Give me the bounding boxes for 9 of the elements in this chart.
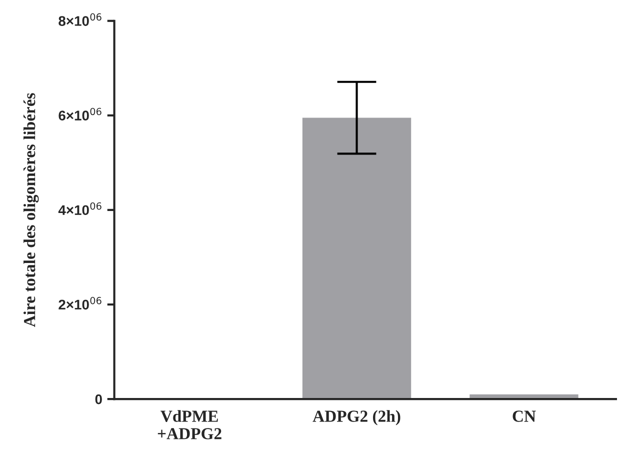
x-tick-label: CN [512, 410, 536, 422]
y-tick-label: 8×10$^{06}$ [58, 13, 102, 26]
y-tick-label: 6×10$^{06}$ [58, 108, 102, 120]
y-tick-label: 2×10$^{06}$ [58, 296, 102, 310]
x-tick-label: ADPG2 (2h) [312, 410, 400, 426]
y-tick-label: 4×10$^{06}$ [58, 202, 102, 216]
y-axis-title: Aire totale des oligomères libérés [23, 93, 39, 328]
x-tick-label: VdPME +ADPG2 [158, 410, 222, 440]
y-tick-label: 0 [95, 394, 102, 404]
